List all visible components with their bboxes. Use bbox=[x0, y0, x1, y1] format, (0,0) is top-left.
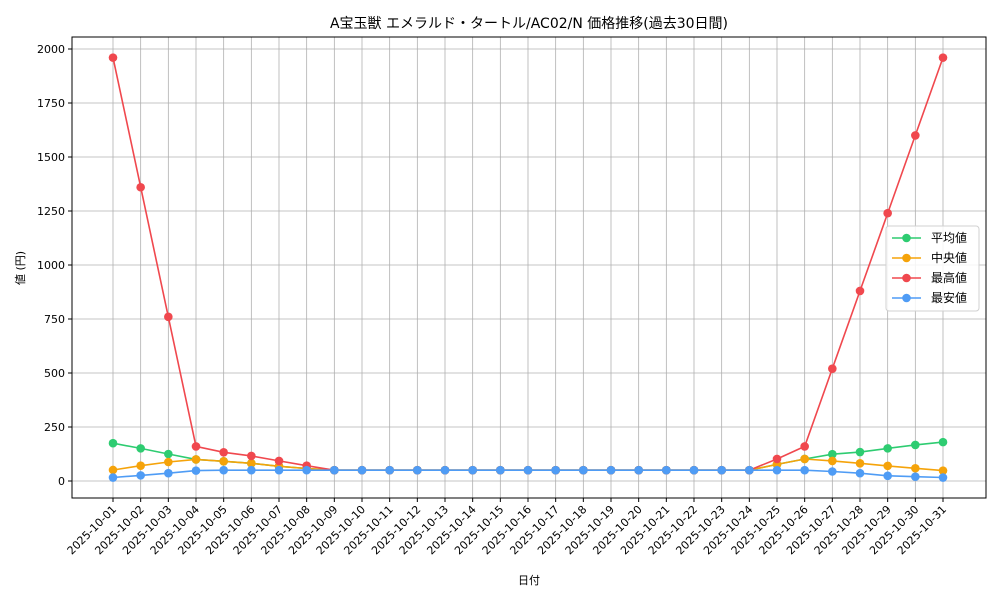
data-point bbox=[938, 437, 948, 447]
data-point bbox=[164, 468, 173, 478]
y-tick-label: 750 bbox=[44, 313, 65, 326]
data-point bbox=[136, 461, 145, 470]
legend-marker-icon bbox=[902, 293, 911, 303]
data-point bbox=[108, 473, 118, 482]
data-point bbox=[191, 455, 201, 464]
legend-marker-icon bbox=[902, 233, 911, 243]
chart-title: A宝玉獣 エメラルド・タートル/AC02/N 価格推移(過去30日間) bbox=[330, 16, 728, 32]
data-point bbox=[247, 451, 256, 461]
data-point bbox=[911, 131, 920, 140]
data-point bbox=[938, 53, 948, 62]
data-point bbox=[911, 472, 920, 481]
data-point bbox=[883, 471, 892, 481]
y-tick-label: 1750 bbox=[37, 97, 65, 110]
data-point bbox=[800, 465, 809, 475]
data-point bbox=[855, 447, 865, 457]
data-point bbox=[247, 458, 256, 468]
data-point bbox=[219, 465, 228, 475]
data-point bbox=[855, 286, 865, 296]
data-point bbox=[247, 465, 256, 475]
y-tick-label: 1500 bbox=[37, 151, 65, 164]
data-point bbox=[440, 465, 450, 475]
data-point bbox=[191, 466, 201, 475]
legend-item: 平均値 bbox=[892, 230, 967, 245]
y-tick-label: 250 bbox=[44, 421, 65, 434]
data-point bbox=[274, 465, 284, 475]
y-tick-label: 1000 bbox=[37, 259, 65, 272]
data-point bbox=[551, 465, 560, 475]
y-axis-ticks: 0 250 500 750 1000 1250 1500 1750 2000 bbox=[37, 43, 72, 488]
legend-label: 中央値 bbox=[931, 250, 967, 265]
data-point bbox=[413, 465, 422, 475]
data-point bbox=[164, 312, 173, 322]
legend-label: 平均値 bbox=[931, 230, 967, 245]
legend-item: 最高値 bbox=[892, 270, 967, 285]
data-point bbox=[164, 449, 173, 459]
data-point bbox=[579, 465, 588, 475]
data-point bbox=[828, 364, 837, 373]
series-最安値 bbox=[108, 465, 948, 482]
data-point bbox=[745, 465, 754, 475]
data-point bbox=[108, 53, 118, 62]
data-point bbox=[523, 465, 533, 475]
legend-marker-icon bbox=[902, 253, 911, 263]
data-point bbox=[136, 471, 145, 480]
data-point bbox=[689, 465, 699, 475]
data-point bbox=[772, 454, 782, 464]
data-point bbox=[828, 456, 837, 466]
data-point bbox=[606, 465, 616, 475]
data-point bbox=[357, 465, 367, 475]
data-series bbox=[108, 53, 948, 482]
y-tick-label: 0 bbox=[58, 475, 65, 488]
x-axis-label: 日付 bbox=[518, 574, 540, 587]
data-point bbox=[468, 465, 477, 475]
data-point bbox=[108, 465, 118, 475]
y-axis-label: 値 (円) bbox=[14, 251, 27, 285]
data-point bbox=[855, 468, 865, 478]
data-point bbox=[911, 463, 920, 473]
data-point bbox=[164, 457, 173, 467]
legend-label: 最安値 bbox=[931, 290, 967, 305]
data-point bbox=[496, 465, 505, 475]
data-point bbox=[828, 449, 837, 459]
data-point bbox=[772, 465, 782, 475]
legend-item: 最安値 bbox=[892, 290, 967, 305]
data-point bbox=[938, 473, 948, 482]
data-point bbox=[911, 440, 920, 450]
y-tick-label: 2000 bbox=[37, 43, 65, 56]
legend-marker-icon bbox=[902, 273, 911, 283]
data-point bbox=[136, 182, 145, 192]
legend-box bbox=[885, 225, 980, 312]
data-point bbox=[938, 466, 948, 475]
data-point bbox=[108, 438, 118, 448]
y-tick-label: 1250 bbox=[37, 205, 65, 218]
data-point bbox=[855, 458, 865, 468]
data-point bbox=[385, 465, 394, 475]
plot-frame bbox=[71, 36, 987, 499]
data-point bbox=[219, 447, 228, 457]
data-point bbox=[800, 442, 809, 451]
data-point bbox=[883, 444, 892, 453]
data-point bbox=[302, 465, 311, 475]
data-point bbox=[191, 442, 201, 451]
data-point bbox=[136, 444, 145, 453]
legend-label: 最高値 bbox=[931, 270, 967, 285]
legend-item: 中央値 bbox=[892, 250, 967, 265]
data-point bbox=[274, 456, 284, 466]
data-point bbox=[717, 465, 726, 475]
grid-lines bbox=[72, 37, 986, 498]
data-point bbox=[800, 454, 809, 464]
data-point bbox=[883, 208, 892, 218]
data-point bbox=[883, 461, 892, 471]
data-point bbox=[828, 467, 837, 476]
x-axis-ticks: 2025-10-012025-10-022025-10-032025-10-04… bbox=[65, 498, 949, 557]
data-point bbox=[219, 457, 228, 466]
data-point bbox=[330, 465, 339, 475]
data-point bbox=[662, 465, 671, 475]
y-tick-label: 500 bbox=[44, 367, 65, 380]
data-point bbox=[634, 465, 643, 475]
